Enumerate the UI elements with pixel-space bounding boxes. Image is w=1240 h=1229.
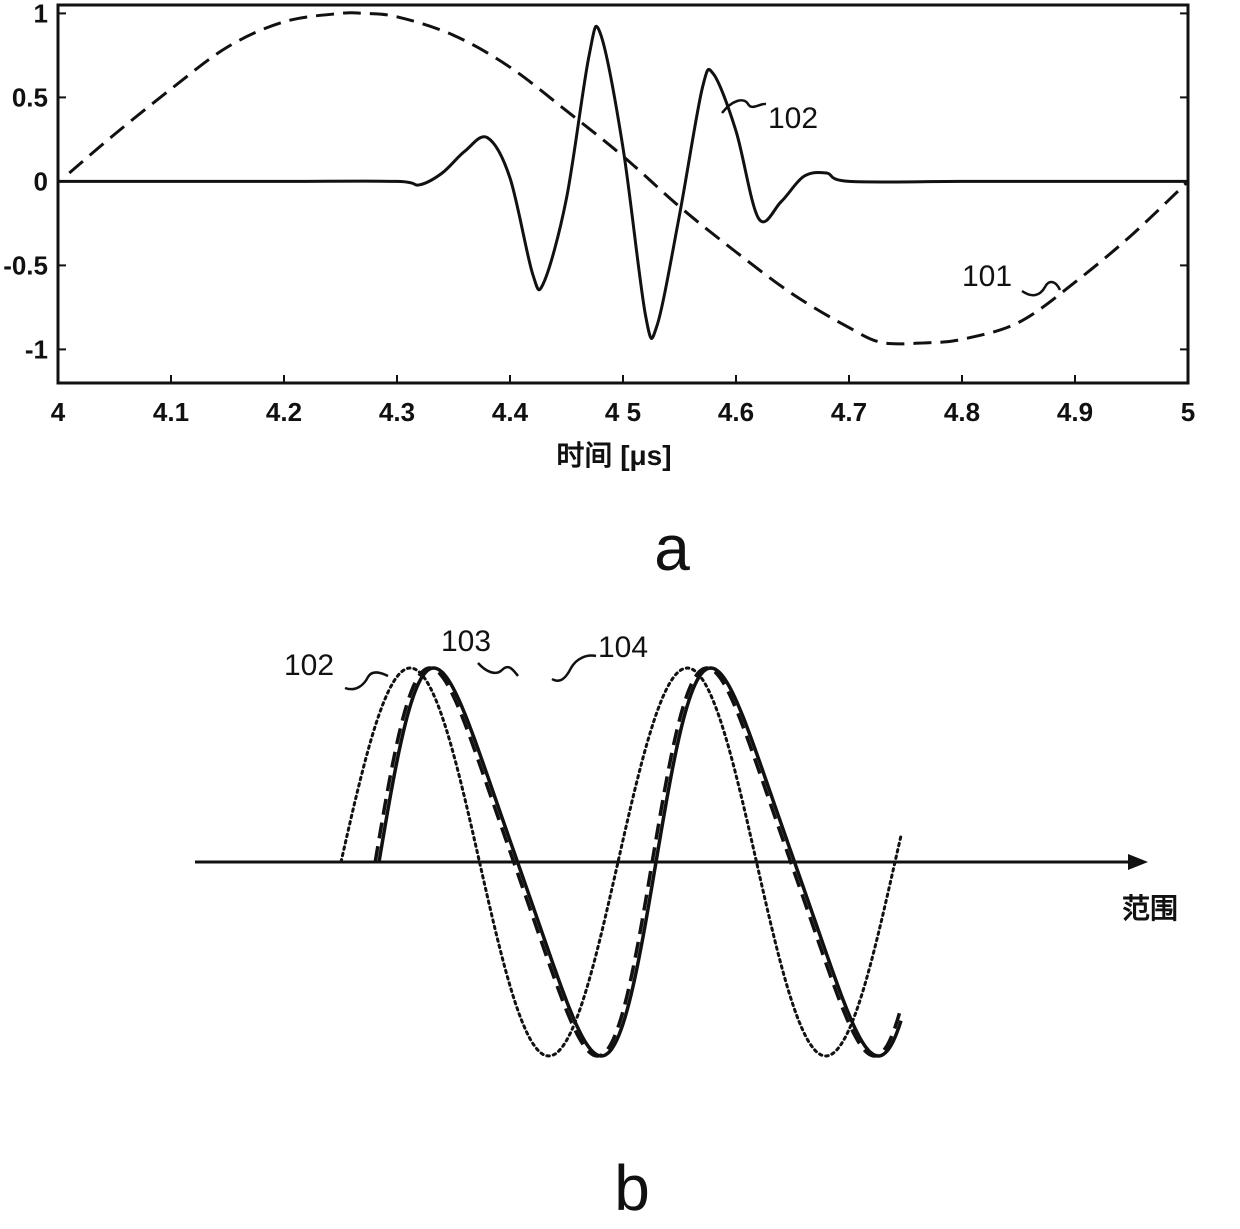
series-103-wave (373, 666, 903, 1058)
x-tick-label: 4 (51, 397, 66, 427)
panel-a-chart: 4 4.1 4.2 4.3 4.4 4 5 4.6 4.7 4.8 4.9 5 1 0.5 0 -0.5 -1… (3, 0, 1195, 584)
x-tick-label: 4.7 (831, 397, 867, 427)
x-tick-label: 4.6 (718, 397, 754, 427)
callout-102-b (344, 671, 389, 691)
x-axis-label: 时间 [μs] (556, 440, 671, 471)
x-tick-label: 4.3 (379, 397, 415, 427)
callout-104 (551, 654, 597, 683)
series-101-line (68, 11, 1190, 346)
y-tick-label: 1 (34, 0, 48, 28)
annotation-103: 103 (441, 625, 491, 658)
x-tick-label: 4.1 (153, 397, 189, 427)
x-tick-label: 4.2 (266, 397, 302, 427)
series-102-wave (339, 666, 903, 1058)
callout-102-a (721, 99, 767, 114)
series-102-line (57, 25, 1188, 340)
x-tick-label: 4.9 (1057, 397, 1093, 427)
x-tick-label: 4 5 (605, 397, 641, 427)
callout-101 (1021, 280, 1062, 297)
series-group (339, 666, 903, 1058)
y-tick-label: -0.5 (3, 250, 48, 280)
annotation-102-a: 102 (768, 102, 818, 135)
callout-103 (477, 662, 519, 677)
series-104-wave (377, 666, 903, 1058)
annotation-group: 102 101 (721, 99, 1062, 297)
annotation-101: 101 (962, 260, 1012, 293)
y-tick-label: 0 (34, 166, 48, 196)
range-axis-label: 范围 (1122, 893, 1178, 924)
x-tick-label: 4.4 (492, 397, 529, 427)
y-tick-label: 0.5 (12, 82, 48, 112)
tick-group: 4 4.1 4.2 4.3 4.4 4 5 4.6 4.7 4.8 4.9 5 1 0.5 0 -0.5 -1 (3, 0, 1195, 427)
x-tick-label: 4.8 (944, 397, 980, 427)
x-tick-label: 5 (1181, 397, 1195, 427)
annotation-group: 102 103 104 (284, 625, 648, 691)
plot-frame (56, 3, 1190, 385)
panel-label-b: b (614, 1152, 650, 1224)
range-axis-arrowhead (1128, 854, 1148, 870)
series-group (57, 11, 1190, 346)
y-tick-label: -1 (25, 334, 48, 364)
panel-b-chart: 范围 102 103 104 b (195, 625, 1178, 1224)
annotation-102-b: 102 (284, 649, 334, 682)
panel-label-a: a (654, 512, 690, 584)
annotation-104: 104 (598, 631, 648, 664)
